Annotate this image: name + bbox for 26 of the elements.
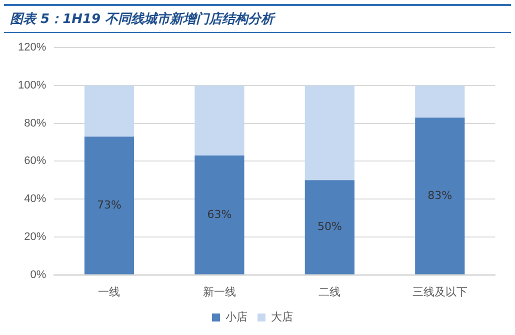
legend-label: 大店 [271, 310, 293, 324]
x-tick-label: 二线 [318, 285, 341, 298]
bar [194, 85, 244, 156]
x-tick-label: 新一线 [202, 285, 236, 298]
y-tick-label: 100% [18, 80, 46, 92]
y-tick-label: 40% [24, 193, 46, 206]
data-label: 63% [207, 208, 232, 221]
y-tick-label: 0% [30, 268, 46, 281]
bar [84, 136, 134, 274]
chart-title: 图表 5：1H19 不同线城市新增门店结构分析 [4, 4, 511, 33]
bar [304, 85, 354, 180]
bar [194, 156, 244, 274]
bar [84, 85, 134, 137]
data-label: 73% [97, 198, 122, 212]
y-tick-label: 80% [24, 117, 46, 130]
bar [415, 118, 465, 274]
data-label: 50% [317, 220, 342, 234]
bar [304, 180, 354, 274]
y-tick-label: 60% [24, 155, 46, 168]
y-tick-label: 120% [18, 42, 46, 54]
x-tick-label: 一线 [98, 285, 120, 298]
y-tick-label: 20% [24, 230, 46, 243]
legend-label: 小店 [226, 310, 248, 324]
bar [415, 85, 465, 118]
data-label: 83% [428, 188, 452, 202]
x-tick-label: 三线及以下 [412, 285, 468, 298]
